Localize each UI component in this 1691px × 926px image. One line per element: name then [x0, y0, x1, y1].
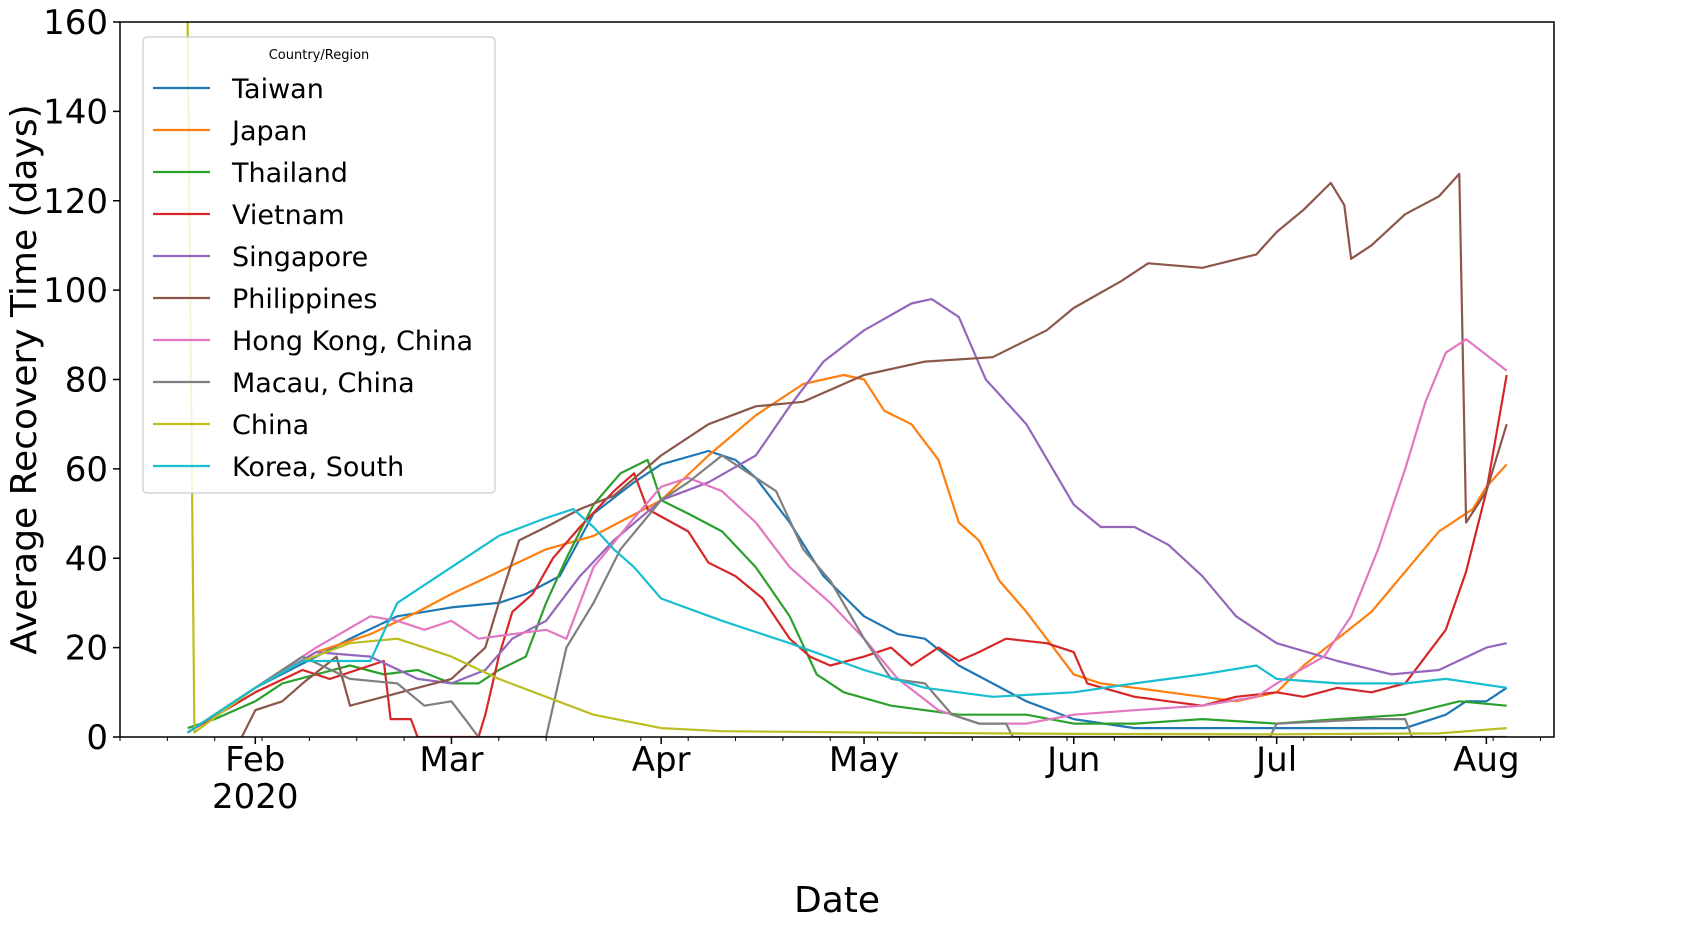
y-tick-label: 80 [65, 361, 108, 401]
x-axis-title: Date [794, 880, 880, 921]
legend-title: Country/Region [269, 48, 370, 63]
series-layer [186, 22, 1508, 737]
y-tick-label: 20 [65, 629, 108, 669]
legend-label-macau-china: Macau, China [232, 368, 415, 399]
legend: Country/Region Taiwan Japan Thailand Vietna… [142, 36, 496, 494]
x-tick-label: May [829, 740, 899, 780]
series-line-vietnam [187, 374, 1508, 737]
y-tick-label: 60 [65, 450, 108, 490]
y-tick-label: 120 [43, 182, 108, 222]
legend-label-philippines: Philippines [232, 284, 377, 315]
series-line-philippines [240, 172, 1508, 737]
x-tick-sublabel: 2020 [212, 777, 299, 817]
series-line-korea-south [186, 508, 1507, 734]
x-tick-label: Mar [419, 740, 483, 780]
x-tick-label: Jul [1254, 740, 1297, 780]
series-line-macau-china [186, 454, 1507, 737]
y-tick-label: 40 [65, 539, 108, 579]
y-tick-label: 140 [43, 92, 108, 132]
x-tick-label: Feb [225, 740, 285, 780]
legend-label-china: China [232, 410, 309, 441]
legend-label-japan: Japan [230, 116, 307, 147]
series-line-hong-kong-china [186, 338, 1508, 734]
y-tick-label: 100 [43, 271, 108, 311]
y-axis: 0 20 40 60 80 100 120 140 160 [43, 3, 120, 758]
x-tick-label: Apr [632, 740, 691, 780]
legend-label-singapore: Singapore [232, 242, 368, 273]
legend-label-taiwan: Taiwan [231, 74, 324, 105]
series-line-taiwan [186, 449, 1508, 734]
y-tick-label: 0 [86, 718, 108, 758]
x-tick-label: Aug [1453, 740, 1519, 780]
legend-label-korea-south: Korea, South [232, 452, 404, 483]
series-line-singapore [186, 298, 1507, 734]
x-tick-label: Jun [1045, 740, 1100, 780]
legend-label-thailand: Thailand [231, 158, 348, 189]
legend-label-hong-kong-china: Hong Kong, China [232, 326, 473, 357]
legend-box [142, 36, 496, 494]
y-axis-title: Average Recovery Time (days) [4, 104, 45, 654]
y-tick-label: 160 [43, 3, 108, 43]
legend-label-vietnam: Vietnam [232, 200, 345, 231]
